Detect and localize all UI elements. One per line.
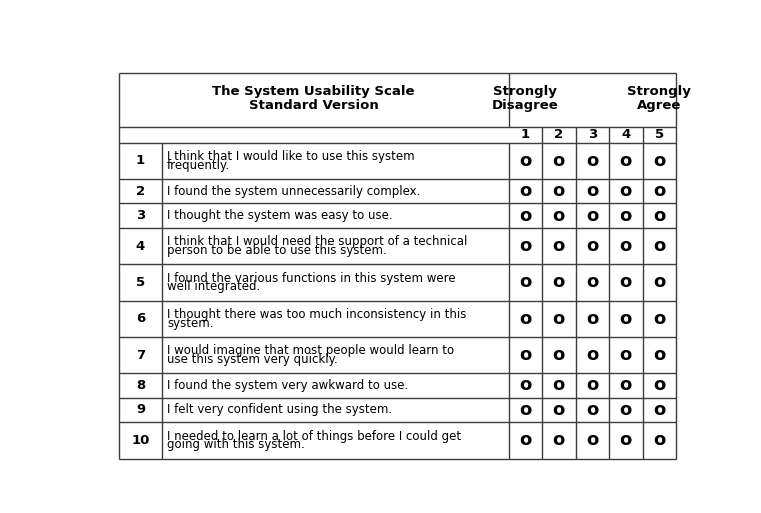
Text: 4: 4 <box>621 128 630 141</box>
Text: Agree: Agree <box>637 100 682 112</box>
Text: o: o <box>586 401 598 419</box>
Text: o: o <box>619 310 632 328</box>
Text: o: o <box>619 273 632 291</box>
Text: I thought there was too much inconsistency in this: I thought there was too much inconsisten… <box>167 308 466 321</box>
Text: o: o <box>586 310 598 328</box>
Text: o: o <box>586 182 598 200</box>
Text: Disagree: Disagree <box>492 100 559 112</box>
Text: frequently.: frequently. <box>167 159 231 171</box>
Text: o: o <box>653 310 665 328</box>
Text: o: o <box>653 377 665 394</box>
Text: I would imagine that most people would learn to: I would imagine that most people would l… <box>167 344 454 357</box>
Text: I found the system unnecessarily complex.: I found the system unnecessarily complex… <box>167 185 421 198</box>
Text: o: o <box>653 431 665 449</box>
Text: I think that I would need the support of a technical: I think that I would need the support of… <box>167 235 467 248</box>
Text: 10: 10 <box>132 434 150 447</box>
Text: o: o <box>586 377 598 394</box>
Text: o: o <box>586 207 598 225</box>
Text: o: o <box>619 401 632 419</box>
Text: o: o <box>586 237 598 255</box>
Text: o: o <box>519 310 531 328</box>
Text: 4: 4 <box>136 240 145 252</box>
Text: o: o <box>519 273 531 291</box>
Text: o: o <box>552 152 565 170</box>
Text: o: o <box>653 152 665 170</box>
Text: o: o <box>619 237 632 255</box>
Text: 5: 5 <box>654 128 664 141</box>
Text: I found the various functions in this system were: I found the various functions in this sy… <box>167 271 456 285</box>
Text: o: o <box>519 377 531 394</box>
Text: o: o <box>552 431 565 449</box>
Text: Standard Version: Standard Version <box>249 100 378 112</box>
Text: I needed to learn a lot of things before I could get: I needed to learn a lot of things before… <box>167 429 461 443</box>
Text: I think that I would like to use this system: I think that I would like to use this sy… <box>167 150 415 163</box>
Text: person to be able to use this system.: person to be able to use this system. <box>167 244 387 257</box>
Text: Strongly: Strongly <box>493 85 557 98</box>
Text: o: o <box>653 273 665 291</box>
Text: o: o <box>653 401 665 419</box>
Text: o: o <box>552 237 565 255</box>
Text: 2: 2 <box>554 128 563 141</box>
Text: I felt very confident using the system.: I felt very confident using the system. <box>167 403 392 417</box>
Text: Strongly: Strongly <box>627 85 691 98</box>
Text: 5: 5 <box>136 276 145 289</box>
Text: The System Usability Scale: The System Usability Scale <box>212 85 415 98</box>
Text: o: o <box>519 431 531 449</box>
Text: 2: 2 <box>136 185 145 198</box>
Text: o: o <box>653 207 665 225</box>
Text: going with this system.: going with this system. <box>167 438 305 451</box>
Text: o: o <box>619 152 632 170</box>
Text: o: o <box>619 207 632 225</box>
Text: o: o <box>519 401 531 419</box>
Text: o: o <box>586 346 598 364</box>
Text: o: o <box>519 237 531 255</box>
Text: 3: 3 <box>587 128 597 141</box>
Text: use this system very quickly.: use this system very quickly. <box>167 353 338 366</box>
Text: o: o <box>653 182 665 200</box>
Text: 9: 9 <box>136 403 145 417</box>
Text: o: o <box>519 207 531 225</box>
Text: 8: 8 <box>136 379 145 392</box>
Text: 7: 7 <box>136 348 145 362</box>
Text: o: o <box>619 431 632 449</box>
Text: o: o <box>519 152 531 170</box>
Text: 6: 6 <box>136 312 145 325</box>
Text: o: o <box>619 377 632 394</box>
Text: o: o <box>519 182 531 200</box>
Text: o: o <box>586 431 598 449</box>
Text: I found the system very awkward to use.: I found the system very awkward to use. <box>167 379 409 392</box>
Text: 3: 3 <box>136 209 145 222</box>
Text: system.: system. <box>167 317 214 329</box>
Text: 1: 1 <box>521 128 530 141</box>
Text: o: o <box>586 152 598 170</box>
Text: o: o <box>552 273 565 291</box>
Text: o: o <box>653 346 665 364</box>
Text: well integrated.: well integrated. <box>167 280 260 293</box>
Text: o: o <box>552 346 565 364</box>
Text: o: o <box>653 237 665 255</box>
Text: o: o <box>619 182 632 200</box>
Text: o: o <box>552 377 565 394</box>
Text: 1: 1 <box>136 154 145 167</box>
Text: I thought the system was easy to use.: I thought the system was easy to use. <box>167 209 393 222</box>
Text: o: o <box>552 401 565 419</box>
Text: o: o <box>519 346 531 364</box>
Text: o: o <box>619 346 632 364</box>
Text: o: o <box>586 273 598 291</box>
Text: o: o <box>552 182 565 200</box>
Text: o: o <box>552 207 565 225</box>
Text: o: o <box>552 310 565 328</box>
